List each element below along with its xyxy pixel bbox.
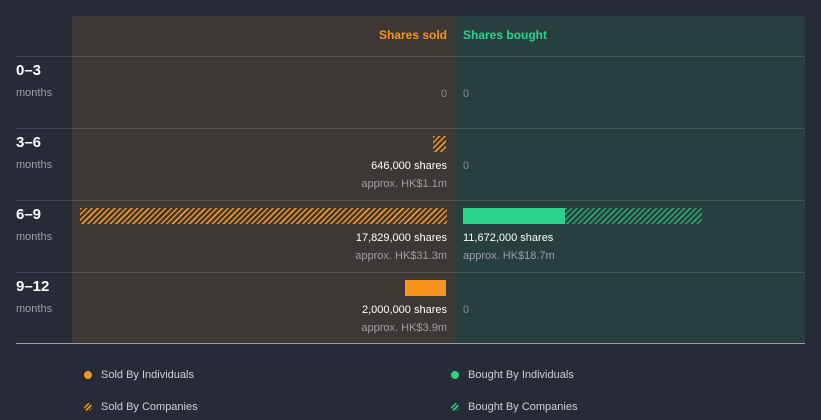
legend-bought-individuals[interactable]: Bought By Individuals bbox=[451, 369, 574, 381]
legend-label: Bought By Individuals bbox=[468, 369, 574, 381]
bought-shares-value: 11,672,000 shares bbox=[463, 232, 554, 244]
shares-bought-panel bbox=[455, 16, 805, 343]
sold-individuals-dot-icon bbox=[84, 371, 92, 379]
sold-shares-value: 2,000,000 shares bbox=[361, 304, 447, 316]
row-label-9-12: 9–12 months bbox=[16, 278, 52, 316]
sold-companies-bar[interactable] bbox=[433, 136, 446, 152]
sold-approx-value: approx. HK$3.9m bbox=[361, 322, 447, 334]
bought-approx-value: approx. HK$18.7m bbox=[463, 250, 555, 262]
row-period: 0–3 bbox=[16, 62, 42, 79]
sold-zero-value: 0 bbox=[440, 88, 447, 100]
row-period: 6–9 bbox=[16, 206, 42, 223]
row-unit: months bbox=[16, 231, 53, 243]
sold-companies-bar[interactable] bbox=[80, 208, 447, 224]
bought-zero-value: 0 bbox=[463, 160, 470, 172]
row-label-3-6: 3–6 months bbox=[16, 134, 52, 172]
shares-sold-panel bbox=[72, 16, 455, 343]
bought-companies-hatch-icon bbox=[451, 403, 459, 411]
row-label-6-9: 6–9 months bbox=[16, 206, 52, 244]
row-unit: months bbox=[16, 303, 53, 315]
row-unit: months bbox=[16, 87, 53, 99]
row-divider bbox=[16, 200, 805, 201]
shares-sold-header: Shares sold bbox=[378, 28, 447, 42]
legend-label: Bought By Companies bbox=[468, 401, 578, 413]
sold-shares-value: 17,829,000 shares bbox=[355, 232, 447, 244]
bought-individuals-dot-icon bbox=[451, 371, 459, 379]
legend-sold-companies[interactable]: Sold By Companies bbox=[84, 401, 198, 413]
legend-label: Sold By Companies bbox=[101, 401, 198, 413]
legend-bought-companies[interactable]: Bought By Companies bbox=[451, 401, 577, 413]
sold-individuals-bar[interactable] bbox=[405, 280, 446, 296]
row-period: 3–6 bbox=[16, 134, 42, 151]
sold-approx-value: approx. HK$1.1m bbox=[361, 178, 447, 190]
bought-individuals-bar[interactable] bbox=[463, 208, 565, 224]
sold-approx-value: approx. HK$31.3m bbox=[355, 250, 447, 262]
bought-zero-value: 0 bbox=[463, 304, 470, 316]
legend-sold-individuals[interactable]: Sold By Individuals bbox=[84, 369, 194, 381]
shares-bought-header: Shares bought bbox=[463, 28, 548, 42]
chart-baseline bbox=[16, 343, 805, 344]
legend-label: Sold By Individuals bbox=[101, 369, 194, 381]
row-divider bbox=[16, 272, 805, 273]
row-unit: months bbox=[16, 159, 53, 171]
sold-companies-hatch-icon bbox=[84, 403, 92, 411]
row-divider bbox=[16, 128, 805, 129]
row-period: 9–12 bbox=[16, 278, 50, 295]
sold-shares-value: 646,000 shares bbox=[371, 160, 447, 172]
row-divider bbox=[16, 56, 805, 57]
bought-companies-bar[interactable] bbox=[565, 208, 702, 224]
bought-zero-value: 0 bbox=[463, 88, 470, 100]
row-label-0-3: 0–3 months bbox=[16, 62, 52, 100]
